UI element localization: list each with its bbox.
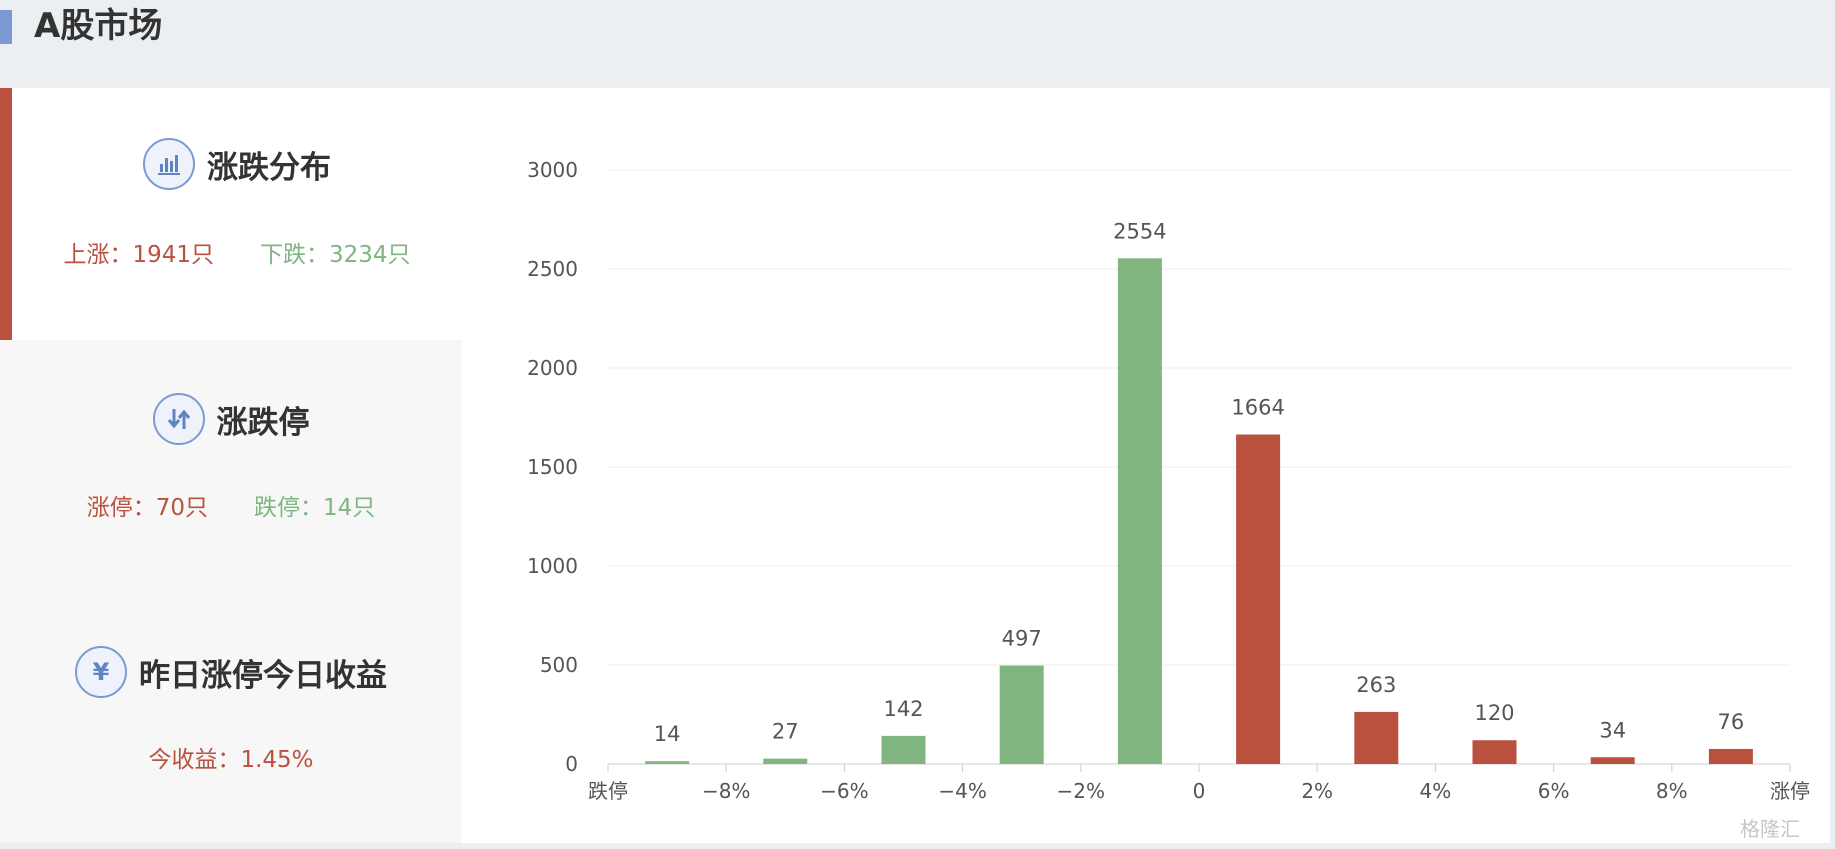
x-tick-label: −6% — [820, 779, 869, 803]
y-tick-label: 2000 — [527, 356, 578, 380]
x-tick-label: 4% — [1420, 779, 1452, 803]
data-label: 34 — [1599, 718, 1626, 742]
y-tick-label: 2500 — [527, 257, 578, 281]
x-tick-label: 8% — [1656, 779, 1688, 803]
y-tick-label: 0 — [565, 752, 578, 776]
today-return: 今收益：1.45% — [148, 747, 314, 773]
chart-svg: 0 500 1000 1500 2000 2500 3000 跌停 −8% −6% −4% −2% 0 2… — [527, 158, 1810, 803]
data-label: 120 — [1474, 701, 1514, 725]
section-title: A股市场 — [34, 6, 163, 46]
x-tick-label: 0 — [1193, 779, 1206, 803]
sidebar-item-yesterday-limit[interactable]: ¥ 昨日涨停今日收益 今收益：1.45% — [0, 592, 462, 843]
data-label: 142 — [883, 697, 923, 721]
bar — [999, 665, 1044, 764]
up-down-arrows-icon — [152, 393, 205, 445]
bar — [881, 735, 926, 764]
data-label: 497 — [1002, 627, 1042, 651]
bar — [1236, 434, 1281, 764]
y-tick-label: 3000 — [527, 158, 578, 182]
x-tick-label: 跌停 — [588, 779, 628, 803]
header-accent-bar — [0, 10, 12, 44]
x-tick-label: 2% — [1301, 779, 1333, 803]
limit-up-count: 涨停：70只 — [86, 495, 208, 521]
data-label: 14 — [654, 722, 681, 746]
card-title: 涨跌停 — [216, 404, 310, 441]
bar-chart-icon — [143, 138, 195, 190]
limit-down-count: 跌停：14只 — [254, 495, 376, 521]
x-tick-label: −4% — [938, 779, 987, 803]
bar — [1708, 748, 1753, 764]
rise-count: 上涨：1941只 — [63, 242, 214, 268]
bar — [1472, 740, 1517, 764]
fall-count: 下跌：3234只 — [260, 242, 411, 268]
data-label: 2554 — [1113, 219, 1166, 243]
y-tick-label: 1500 — [527, 455, 578, 479]
card-title: 昨日涨停今日收益 — [139, 657, 387, 694]
card-title: 涨跌分布 — [207, 149, 331, 186]
bar — [763, 758, 808, 764]
data-label: 1664 — [1231, 396, 1284, 420]
sidebar-item-limit[interactable]: 涨跌停 涨停：70只 跌停：14只 — [0, 340, 462, 592]
bar — [1117, 258, 1162, 764]
sidebar-item-distribution[interactable]: 涨跌分布 上涨：1941只 下跌：3234只 — [0, 88, 462, 340]
sidebar: 涨跌分布 上涨：1941只 下跌：3234只 涨跌停 涨停：70只 跌停：14只… — [0, 88, 462, 843]
watermark: 格隆汇 — [1740, 817, 1800, 841]
yen-icon: ¥ — [75, 646, 127, 698]
distribution-chart: 0 500 1000 1500 2000 2500 3000 跌停 −8% −6% −4% −2% 0 2… — [500, 88, 1830, 843]
market-panel: 涨跌分布 上涨：1941只 下跌：3234只 涨跌停 涨停：70只 跌停：14只… — [0, 88, 1830, 843]
x-tick-label: 涨停 — [1770, 779, 1810, 803]
x-tick-label: 6% — [1538, 779, 1570, 803]
data-label: 76 — [1718, 710, 1745, 734]
x-tick-label: −2% — [1057, 779, 1106, 803]
data-label: 263 — [1356, 673, 1396, 697]
data-label: 27 — [772, 720, 799, 744]
y-tick-label: 1000 — [527, 554, 578, 578]
bar — [1354, 711, 1399, 764]
bar — [1590, 757, 1635, 764]
y-tick-label: 500 — [540, 653, 578, 677]
bar — [645, 761, 690, 764]
section-header: A股市场 — [0, 0, 1835, 88]
x-tick-label: −8% — [702, 779, 751, 803]
